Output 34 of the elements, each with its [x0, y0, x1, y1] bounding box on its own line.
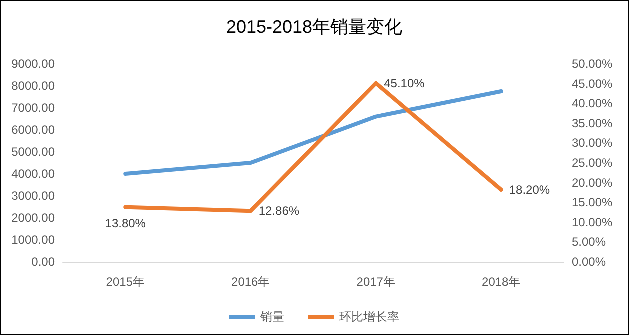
- x-tick-label: 2016年: [232, 275, 270, 289]
- y-tick-label: 7000.00: [12, 101, 56, 115]
- y-tick-label: 9000.00: [12, 57, 56, 71]
- y-tick-label: 3000.00: [12, 189, 56, 203]
- y2-tick-label: 35.00%: [572, 116, 614, 130]
- y-tick-label: 2000.00: [12, 211, 56, 225]
- y2-tick-label: 40.00%: [572, 96, 614, 111]
- y2-tick-label: 25.00%: [572, 156, 614, 170]
- x-tick-label: 2018年: [482, 275, 521, 289]
- line-series: [124, 90, 504, 176]
- legend-label: 销量: [260, 310, 284, 324]
- y2-tick-label: 5.00%: [572, 235, 606, 250]
- x-tick-label: 2017年: [356, 275, 396, 289]
- y2-tick-label: 15.00%: [572, 196, 614, 210]
- y-tick-label: 6000.00: [12, 123, 56, 137]
- y-tick-label: 8000.00: [12, 79, 56, 93]
- y-tick-label: 4000.00: [12, 167, 56, 181]
- chart-title: 2015-2018年销量变化: [226, 17, 403, 37]
- legend-label: 环比增长率: [340, 310, 400, 324]
- data-label: 13.80%: [105, 216, 146, 230]
- line-series: [124, 81, 504, 214]
- y2-tick-label: 50.00%: [572, 57, 614, 71]
- data-label: 18.20%: [509, 182, 550, 197]
- y-tick-label: 0.00: [32, 255, 56, 269]
- y2-tick-label: 10.00%: [572, 215, 614, 230]
- y2-tick-label: 45.00%: [572, 76, 614, 91]
- x-tick-label: 2015年: [106, 275, 145, 289]
- y-tick-label: 1000.00: [12, 233, 56, 247]
- data-label: 45.10%: [384, 76, 426, 90]
- y-tick-label: 5000.00: [12, 145, 56, 159]
- y2-tick-label: 0.00%: [572, 255, 606, 269]
- data-label: 12.86%: [258, 204, 300, 218]
- y2-tick-label: 30.00%: [572, 136, 614, 150]
- y2-tick-label: 20.00%: [572, 176, 614, 190]
